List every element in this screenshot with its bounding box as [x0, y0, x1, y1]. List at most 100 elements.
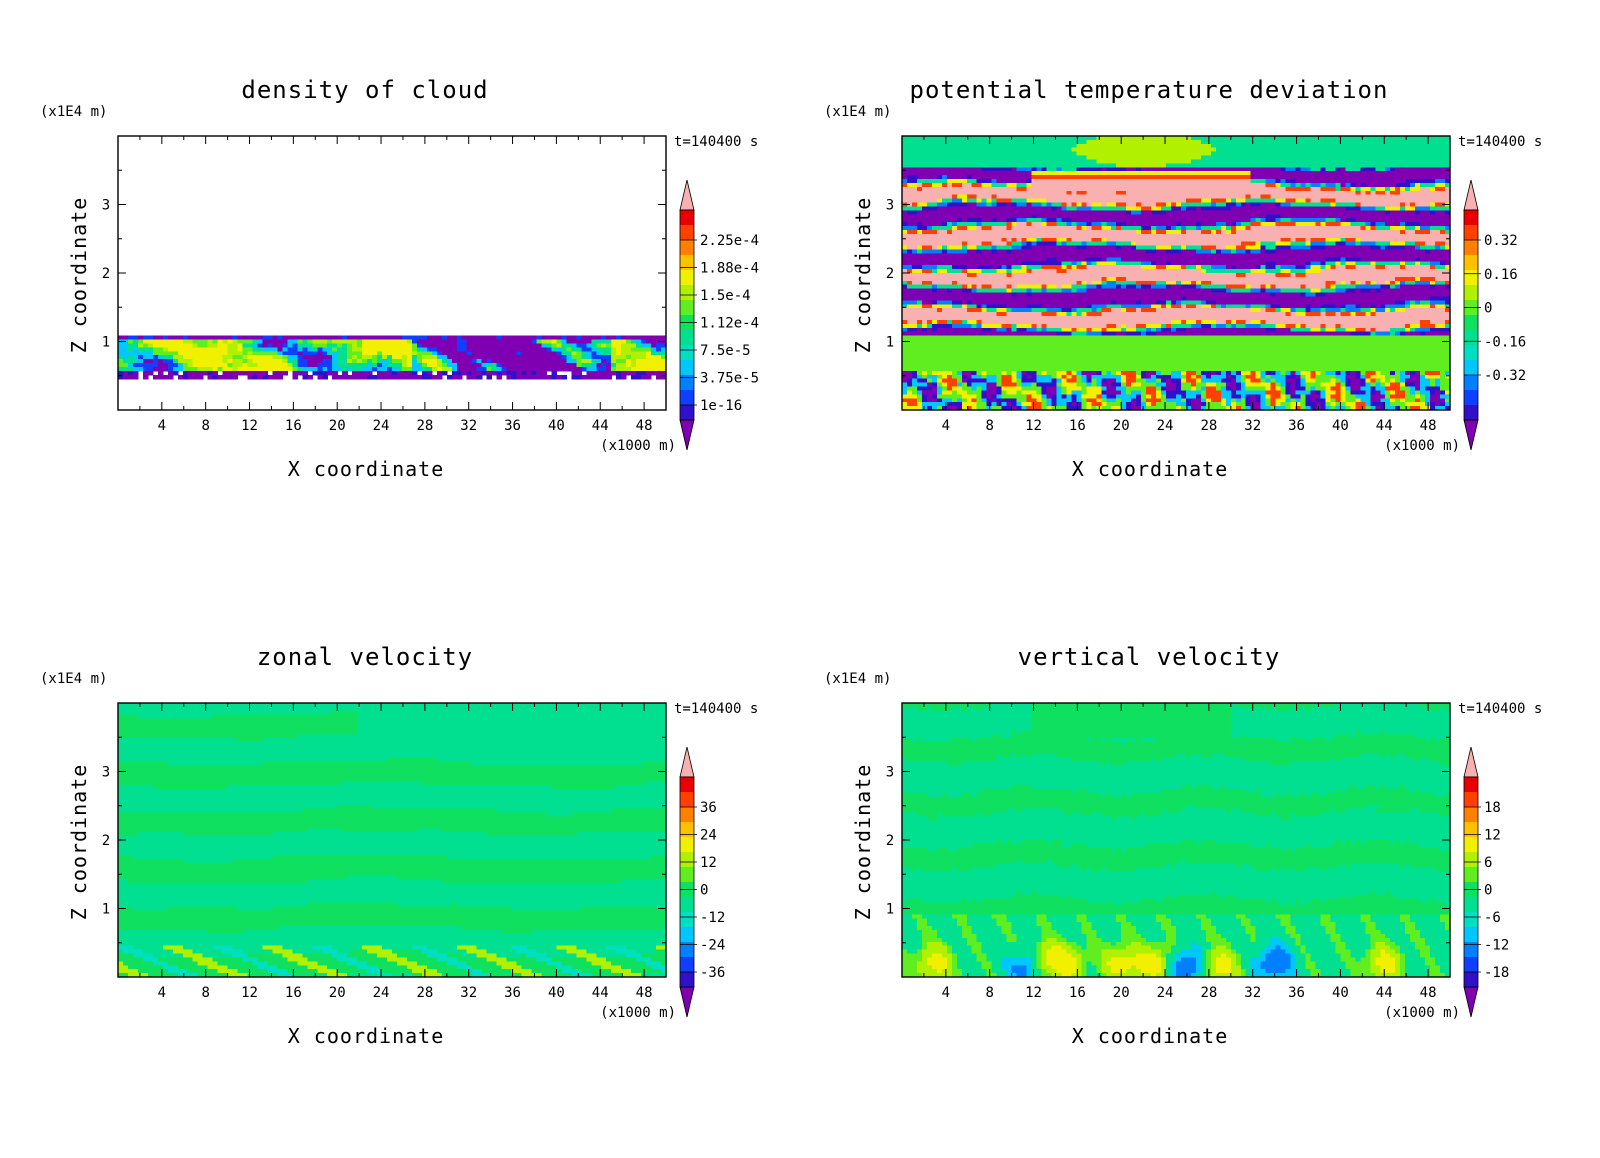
- field-cell: [936, 319, 948, 325]
- field-cell: [1101, 969, 1112, 974]
- field-cell: [1205, 390, 1222, 395]
- field-cell: [347, 359, 353, 364]
- field-cell: [1156, 973, 1167, 978]
- x-tick-label: 24: [373, 418, 390, 434]
- x-tick-label: 32: [1244, 985, 1261, 1001]
- field-cell: [961, 269, 968, 274]
- field-cell: [1126, 382, 1132, 388]
- field-cell: [1280, 390, 1287, 395]
- field-cell: [1220, 398, 1227, 403]
- field-cell: [921, 186, 1018, 192]
- field-cell: [971, 370, 978, 376]
- field-cell: [1370, 378, 1376, 384]
- field-cell: [1200, 398, 1207, 403]
- field-cell: [162, 359, 174, 364]
- field-cell: [1255, 265, 1262, 270]
- field-cell: [1036, 949, 1043, 955]
- field-cell: [611, 347, 617, 352]
- field-cell: [1350, 378, 1361, 384]
- field-cell: [1076, 965, 1082, 970]
- field-cell: [118, 765, 667, 771]
- field-cell: [287, 957, 308, 962]
- field-cell: [1245, 402, 1252, 407]
- field-cell: [1365, 378, 1371, 384]
- field-cell: [946, 847, 958, 853]
- field-cell: [902, 777, 1451, 782]
- field-cell: [1026, 198, 1048, 204]
- field-cell: [1370, 953, 1381, 959]
- field-cell: [157, 363, 169, 368]
- field-cell: [1161, 789, 1247, 794]
- field-cell: [1255, 241, 1262, 247]
- field-cell: [1036, 918, 1048, 923]
- field-cell: [1166, 933, 1177, 939]
- field-cell: [1255, 394, 1262, 399]
- field-cell: [906, 402, 918, 407]
- field-cell: [1031, 182, 1267, 188]
- field-cell: [1195, 284, 1202, 290]
- field-cell: [1200, 957, 1207, 962]
- field-cell: [1265, 214, 1282, 219]
- field-cell: [1420, 222, 1451, 227]
- field-cell: [1245, 273, 1277, 278]
- field-cell: [357, 718, 667, 724]
- field-cell: [182, 374, 189, 380]
- field-cell: [966, 390, 983, 395]
- field-cell: [1011, 785, 1033, 790]
- field-cell: [1151, 226, 1157, 231]
- field-cell: [1250, 319, 1262, 325]
- field-cell: [902, 139, 1087, 145]
- field-cell: [1235, 894, 1341, 900]
- field-cell: [287, 969, 318, 974]
- field-cell: [1096, 378, 1102, 384]
- field-cell: [1136, 930, 1167, 935]
- field-cell: [332, 355, 338, 360]
- field-cell: [307, 374, 313, 380]
- field-cell: [1290, 738, 1307, 743]
- field-cell: [1275, 898, 1297, 904]
- field-raster: [902, 703, 1451, 978]
- field-cell: [566, 339, 592, 345]
- field-cell: [1415, 226, 1421, 231]
- colorbar-bin: [680, 957, 694, 973]
- field-cell: [961, 793, 973, 798]
- field-cell: [1290, 949, 1302, 955]
- field-cell: [302, 347, 308, 352]
- field-cell: [1320, 402, 1327, 407]
- field-cell: [162, 347, 169, 352]
- field-cell: [951, 914, 968, 919]
- field-cell: [1395, 957, 1401, 962]
- field-cell: [902, 226, 918, 231]
- field-cell: [1295, 370, 1302, 376]
- field-cell: [546, 347, 553, 352]
- field-cell: [1021, 859, 1048, 865]
- field-cell: [1270, 194, 1451, 200]
- field-cell: [1230, 386, 1237, 392]
- field-cell: [1091, 206, 1127, 211]
- field-cell: [1086, 945, 1127, 951]
- field-cell: [1280, 237, 1292, 243]
- field-cell: [902, 730, 1013, 735]
- field-cell: [1250, 226, 1361, 231]
- field-cell: [1430, 945, 1451, 951]
- field-cell: [132, 953, 154, 959]
- field-cell: [1200, 922, 1212, 927]
- field-cell: [307, 359, 323, 364]
- field-cell: [1101, 812, 1142, 818]
- field-cell: [1390, 331, 1396, 337]
- field-cell: [1365, 840, 1391, 845]
- field-cell: [1335, 789, 1341, 794]
- field-cell: [1410, 789, 1416, 794]
- field-cell: [1180, 406, 1187, 411]
- field-cell: [1295, 386, 1307, 392]
- field-cell: [252, 351, 279, 356]
- field-cell: [1255, 930, 1287, 935]
- field-cell: [1086, 190, 1117, 196]
- field-cell: [1166, 280, 1177, 286]
- field-cell: [1190, 402, 1202, 407]
- field-cell: [556, 347, 562, 352]
- field-cell: [951, 398, 958, 403]
- field-cell: [476, 953, 498, 959]
- field-cell: [1245, 398, 1252, 403]
- field-cell: [1430, 949, 1451, 955]
